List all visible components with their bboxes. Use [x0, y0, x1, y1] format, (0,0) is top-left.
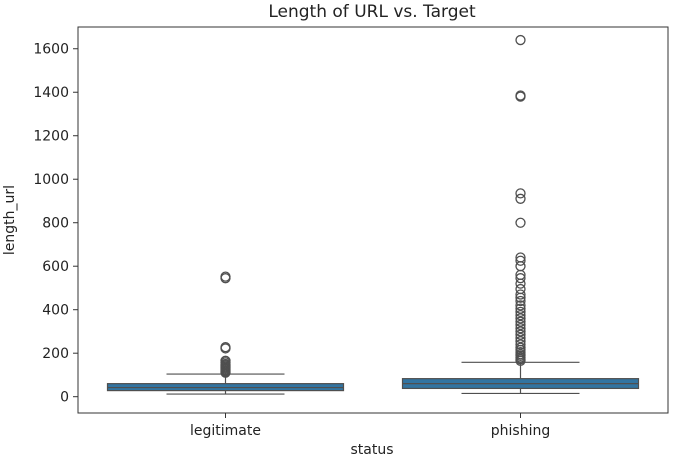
outlier-point: [220, 271, 231, 282]
outlier-point: [515, 313, 526, 324]
outlier-point: [515, 34, 526, 46]
outlier-point: [515, 283, 526, 295]
outlier-point: [515, 332, 526, 344]
y-tick-label: 1000: [33, 172, 69, 188]
outlier-point: [515, 326, 526, 337]
chart-title: Length of URL vs. Target: [268, 2, 476, 22]
outlier-point: [515, 90, 526, 101]
x-tick-label: legitimate: [190, 423, 261, 439]
y-tick-label: 800: [42, 216, 69, 232]
outlier-point: [515, 289, 526, 300]
outlier-point: [515, 252, 526, 263]
box-legitimate: [106, 271, 345, 395]
outlier-point: [515, 193, 526, 204]
outlier-point: [515, 255, 526, 266]
outlier-point: [515, 342, 526, 353]
y-tick-label: 0: [60, 390, 69, 406]
x-axis-label: status: [350, 442, 393, 458]
outlier-point: [515, 316, 526, 327]
y-axis: 0 200 400 600 800 1000 1200 1400 1600: [33, 42, 78, 406]
plot-frame: [77, 26, 669, 414]
outlier-point: [515, 306, 526, 318]
outlier-point: [515, 273, 526, 284]
y-tick-label: 1200: [33, 129, 69, 145]
y-tick-label: 1600: [33, 42, 69, 58]
outlier-point: [515, 300, 526, 311]
outlier-point: [515, 188, 526, 199]
outlier-point: [515, 323, 526, 334]
box-series: [106, 34, 640, 395]
y-axis-label: length_url: [2, 185, 18, 255]
outlier-point: [220, 341, 231, 353]
outlier-point: [515, 336, 526, 347]
x-axis: legitimate phishing: [190, 413, 550, 439]
y-tick-label: 1400: [33, 85, 69, 101]
outlier-point: [515, 295, 526, 307]
outlier-point: [515, 339, 526, 350]
y-tick-label: 400: [42, 303, 69, 319]
y-tick-label: 600: [42, 259, 69, 275]
box-phishing: [401, 34, 640, 395]
outlier-point: [220, 355, 231, 366]
outlier-point: [515, 329, 526, 340]
outlier-point: [515, 319, 526, 331]
outlier-point: [515, 303, 526, 314]
outlier-point: [515, 309, 526, 321]
x-tick-label: phishing: [491, 423, 550, 439]
outlier-point: [515, 217, 526, 228]
y-tick-label: 200: [42, 346, 69, 362]
